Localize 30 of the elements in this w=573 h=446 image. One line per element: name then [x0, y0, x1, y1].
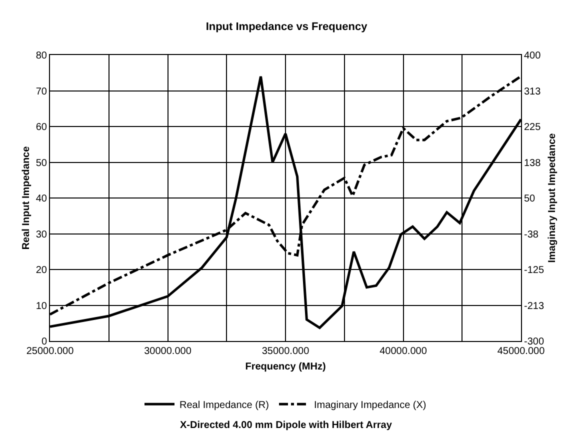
y-tick-label: 60	[36, 122, 48, 133]
x-tick-label: 30000.000	[144, 346, 192, 357]
y2-tick-label: 313	[524, 86, 542, 98]
text: X-Directed 4.00 mm Dipole with Hilbert Array	[180, 420, 392, 431]
y-tick-label: 40	[36, 194, 48, 204]
y2-tick-label: -125	[524, 265, 544, 276]
y-tick-label: 0	[41, 336, 48, 348]
y2-tick-label: 50	[524, 194, 536, 204]
y2-tick-label: -300	[524, 336, 544, 348]
y-axis-title: Real Input Impedance	[20, 146, 32, 250]
y2-axis-title: Imaginary Input Impedance	[546, 132, 558, 263]
y-tick-label: 80	[36, 50, 48, 62]
chart-title: Input Impedance vs Frequency	[206, 21, 368, 33]
y-tick-label: 30	[36, 229, 48, 240]
y-tick-label: 70	[36, 86, 48, 98]
y2-tick-label: 400	[524, 50, 542, 62]
y2-tick-label: 138	[524, 158, 542, 169]
x-tick-label: 45000.000	[497, 346, 546, 357]
y2-tick-label: 225	[524, 122, 542, 133]
y2-tick-label: -213	[524, 300, 544, 312]
y2-tick-label: -38	[524, 229, 539, 240]
x-tick-label: 25000.000	[26, 346, 74, 357]
x-tick-label: 35000.000	[262, 346, 310, 357]
y-tick-label: 10	[36, 300, 48, 312]
y-tick-label: 20	[36, 265, 48, 276]
legend-label: Imaginary Impedance (X)	[314, 400, 426, 412]
x-tick-label: 40000.000	[380, 346, 428, 357]
y-tick-label: 50	[36, 158, 48, 169]
legend-label: Real Impedance (R)	[180, 400, 269, 412]
x-axis-title: Frequency (MHz)	[245, 362, 326, 372]
